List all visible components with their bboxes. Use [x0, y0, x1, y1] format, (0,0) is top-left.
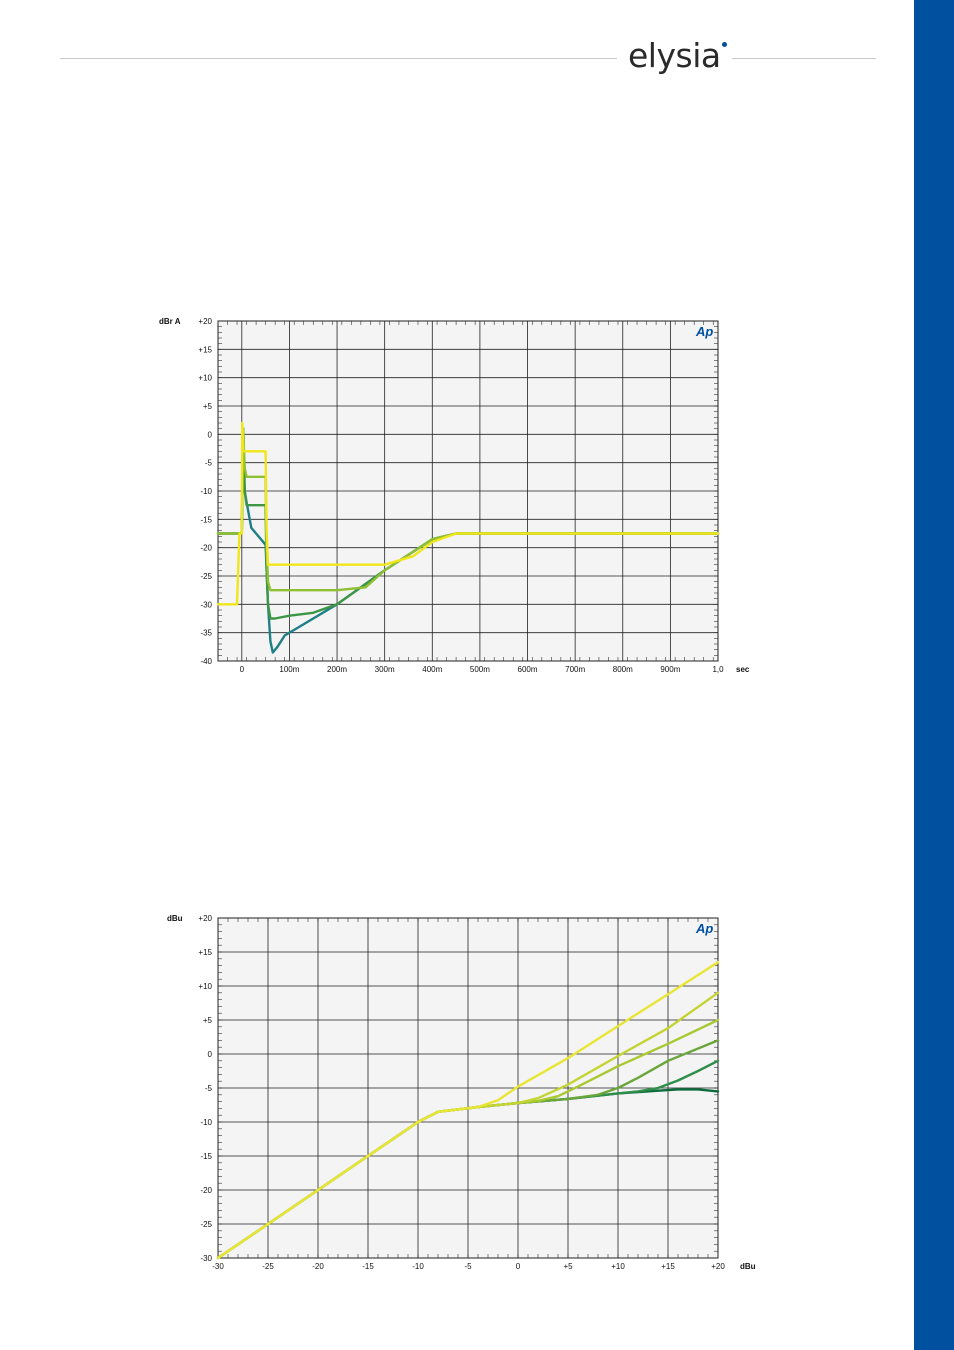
- x-tick-label: -20: [312, 1262, 324, 1271]
- y-tick-label: -15: [200, 515, 212, 524]
- y-tick-label: -5: [205, 1084, 213, 1093]
- y-tick-label: -10: [200, 487, 212, 496]
- brand-logo: elysia: [628, 36, 721, 75]
- compressor-transfer-curve-chart: +20 +15 +10 +5 0 -5 -10 -15 -20 -25 -30-30 -25 -20 -1…: [167, 914, 756, 1271]
- header-rule-left: [60, 58, 617, 59]
- x-tick-label: 1,0: [712, 665, 724, 674]
- x-tick-label: +5: [563, 1262, 573, 1271]
- y-tick-label: 0: [208, 430, 213, 439]
- x-tick-label: +10: [611, 1262, 625, 1271]
- y-tick-label: -30: [200, 600, 212, 609]
- x-tick-label: -5: [464, 1262, 472, 1271]
- x-tick-label: -15: [362, 1262, 374, 1271]
- y-tick-label: +5: [203, 1016, 213, 1025]
- y-tick-label: -40: [200, 657, 212, 666]
- x-tick-label: 0: [516, 1262, 521, 1271]
- y-tick-label: -25: [200, 1220, 212, 1229]
- y-tick-label: +20: [198, 317, 212, 326]
- x-tick-label: +15: [661, 1262, 675, 1271]
- y-tick-label: -20: [200, 1186, 212, 1195]
- x-tick-label: 200m: [327, 665, 347, 674]
- y-tick-label: +20: [198, 914, 212, 923]
- y-tick-label: +15: [198, 345, 212, 354]
- y-tick-label: -30: [200, 1254, 212, 1263]
- x-tick-label: 800m: [613, 665, 633, 674]
- x-tick-label: 400m: [422, 665, 442, 674]
- y-tick-label: -25: [200, 572, 212, 581]
- logo-dot-icon: [722, 42, 727, 47]
- y-tick-label: +5: [203, 402, 213, 411]
- y-tick-label: -20: [200, 544, 212, 553]
- x-tick-label: +20: [711, 1262, 725, 1271]
- ap-badge: Ap: [695, 921, 713, 936]
- y-tick-label: +10: [198, 982, 212, 991]
- x-axis-unit-label: dBu: [740, 1262, 756, 1271]
- compressor-attack-release-chart: +20 +15 +10 +5 0 -5 -10 -15 -20 -25 -30 -35 -40 0 100m…: [159, 317, 750, 674]
- y-axis-unit-label: dBu: [167, 914, 183, 923]
- x-tick-label: -25: [262, 1262, 274, 1271]
- header-rule-right: [732, 58, 876, 59]
- ap-badge: Ap: [695, 324, 713, 339]
- x-tick-label: -30: [212, 1262, 224, 1271]
- y-tick-label: -35: [200, 629, 212, 638]
- series-line: [216, 961, 720, 1260]
- x-tick-label: 300m: [375, 665, 395, 674]
- x-tick-label: 600m: [518, 665, 538, 674]
- y-tick-label: +15: [198, 948, 212, 957]
- y-axis-unit-label: dBr A: [159, 317, 181, 326]
- y-tick-label: -10: [200, 1118, 212, 1127]
- x-tick-label: 500m: [470, 665, 490, 674]
- x-tick-label: 0: [240, 665, 245, 674]
- x-tick-label: 900m: [660, 665, 680, 674]
- y-tick-label: -5: [205, 459, 213, 468]
- y-tick-label: +10: [198, 374, 212, 383]
- side-color-band: [914, 0, 954, 1350]
- x-tick-label: 100m: [279, 665, 299, 674]
- series-line: [216, 421, 720, 606]
- y-tick-label: -15: [200, 1152, 212, 1161]
- x-axis-unit-label: sec: [736, 665, 750, 674]
- x-tick-label: 700m: [565, 665, 585, 674]
- y-tick-label: 0: [208, 1050, 213, 1059]
- x-tick-label: -10: [412, 1262, 424, 1271]
